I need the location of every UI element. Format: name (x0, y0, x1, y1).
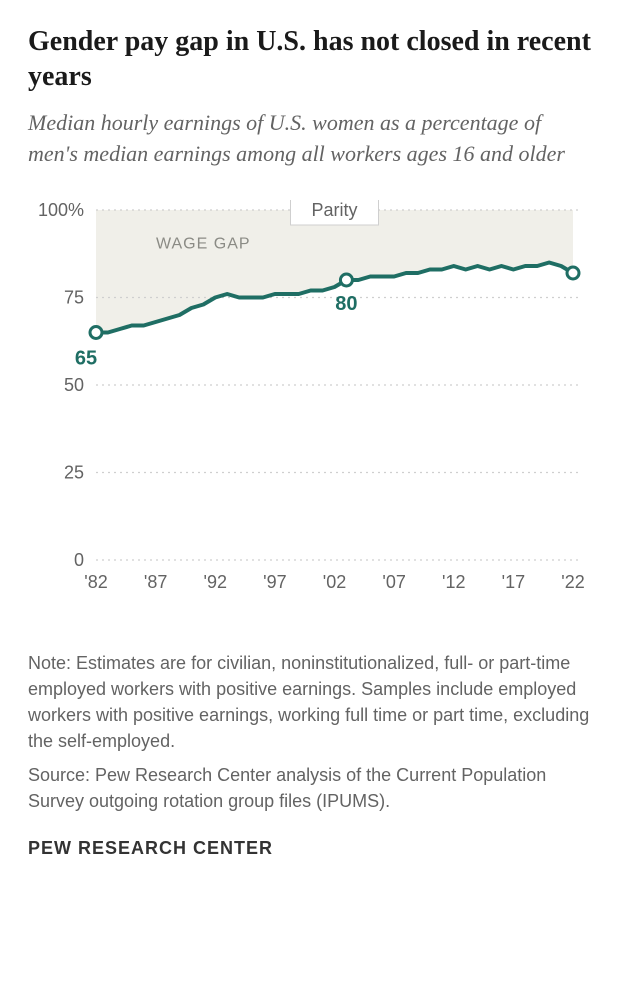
chart-note: Note: Estimates are for civilian, nonins… (28, 650, 592, 754)
line-chart: 0 25 50 75 100% '82 '87 '92 '97 '02 '07 '12 '17 '22 Pa… (28, 200, 588, 620)
data-point-label: 80 (335, 293, 357, 315)
x-tick-label: '92 (204, 572, 227, 592)
y-tick-label: 25 (64, 462, 84, 482)
x-tick-label: '12 (442, 572, 465, 592)
x-tick-label: '02 (323, 572, 346, 592)
y-tick-label: 0 (74, 550, 84, 570)
data-marker (90, 326, 102, 338)
y-tick-label: 50 (64, 375, 84, 395)
chart-title: Gender pay gap in U.S. has not closed in… (28, 24, 592, 94)
y-tick-label: 100% (38, 200, 84, 220)
parity-label: Parity (311, 200, 357, 220)
x-tick-label: '82 (84, 572, 107, 592)
x-tick-label: '17 (502, 572, 525, 592)
x-tick-label: '22 (561, 572, 584, 592)
x-tick-label: '97 (263, 572, 286, 592)
data-marker (340, 274, 352, 286)
chart-subtitle: Median hourly earnings of U.S. women as … (28, 108, 592, 170)
data-marker (567, 267, 579, 279)
chart-source: Source: Pew Research Center analysis of … (28, 762, 592, 814)
data-point-label: 65 (75, 347, 97, 369)
x-tick-label: '07 (382, 572, 405, 592)
wage-gap-label: WAGE GAP (156, 235, 251, 252)
chart-svg: 0 25 50 75 100% '82 '87 '92 '97 '02 '07 '12 '17 '22 Pa… (28, 200, 588, 620)
attribution: PEW RESEARCH CENTER (28, 838, 592, 859)
x-tick-label: '87 (144, 572, 167, 592)
y-tick-label: 75 (64, 287, 84, 307)
